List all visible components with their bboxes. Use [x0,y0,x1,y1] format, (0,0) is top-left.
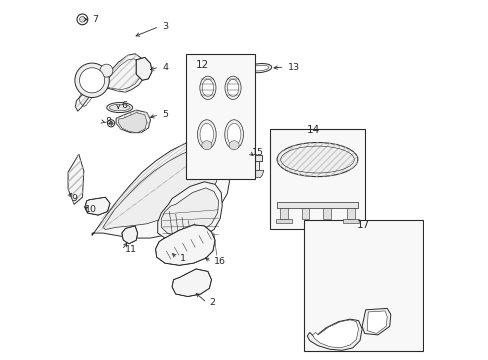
Ellipse shape [106,103,132,113]
Circle shape [80,68,104,93]
Text: 7: 7 [92,15,98,24]
Polygon shape [343,219,358,224]
Polygon shape [161,188,218,237]
Polygon shape [253,158,258,170]
Text: 10: 10 [85,205,97,214]
Polygon shape [75,54,147,111]
Bar [186,54,254,179]
Text: 3: 3 [162,22,168,31]
Polygon shape [116,110,150,133]
Ellipse shape [227,79,238,96]
Polygon shape [155,225,215,265]
Polygon shape [122,226,137,244]
Circle shape [109,122,113,125]
Text: 14: 14 [306,125,319,135]
Polygon shape [172,269,211,297]
Ellipse shape [224,120,243,149]
Polygon shape [85,197,110,215]
Polygon shape [280,208,287,219]
Polygon shape [306,319,362,350]
Polygon shape [362,309,390,335]
Ellipse shape [227,123,241,145]
Polygon shape [247,170,264,177]
Ellipse shape [109,104,130,111]
Text: 5: 5 [162,110,168,119]
Ellipse shape [277,143,357,177]
Ellipse shape [197,120,216,149]
Circle shape [100,64,113,77]
Circle shape [75,63,109,98]
Polygon shape [276,219,291,224]
Bar [270,129,364,229]
Polygon shape [366,311,386,333]
Ellipse shape [202,141,211,150]
Text: 6: 6 [121,101,127,110]
Ellipse shape [224,76,241,99]
Text: 4: 4 [162,63,168,72]
Polygon shape [68,154,83,204]
Text: 2: 2 [209,298,215,307]
Polygon shape [136,57,152,80]
Ellipse shape [200,123,213,145]
Circle shape [77,14,88,25]
Polygon shape [312,320,358,348]
Text: 8: 8 [105,117,111,126]
Polygon shape [158,182,222,240]
Text: 1: 1 [180,254,185,263]
Polygon shape [249,155,262,161]
Text: 17: 17 [356,220,369,230]
Circle shape [107,120,115,127]
Text: 16: 16 [214,257,226,266]
Text: 15: 15 [251,148,263,157]
Circle shape [80,17,85,22]
Ellipse shape [202,79,213,96]
Polygon shape [92,140,229,238]
Text: 11: 11 [124,246,137,255]
Polygon shape [323,208,330,219]
Bar [303,220,422,351]
Polygon shape [102,147,218,229]
Polygon shape [346,208,354,219]
Text: 13: 13 [287,63,299,72]
Text: 12: 12 [195,60,208,70]
Text: 9: 9 [71,194,77,203]
Ellipse shape [247,63,271,73]
Polygon shape [276,202,357,208]
Ellipse shape [200,76,216,99]
Ellipse shape [228,141,239,150]
Polygon shape [301,208,308,219]
Ellipse shape [250,65,268,71]
Polygon shape [118,113,147,133]
